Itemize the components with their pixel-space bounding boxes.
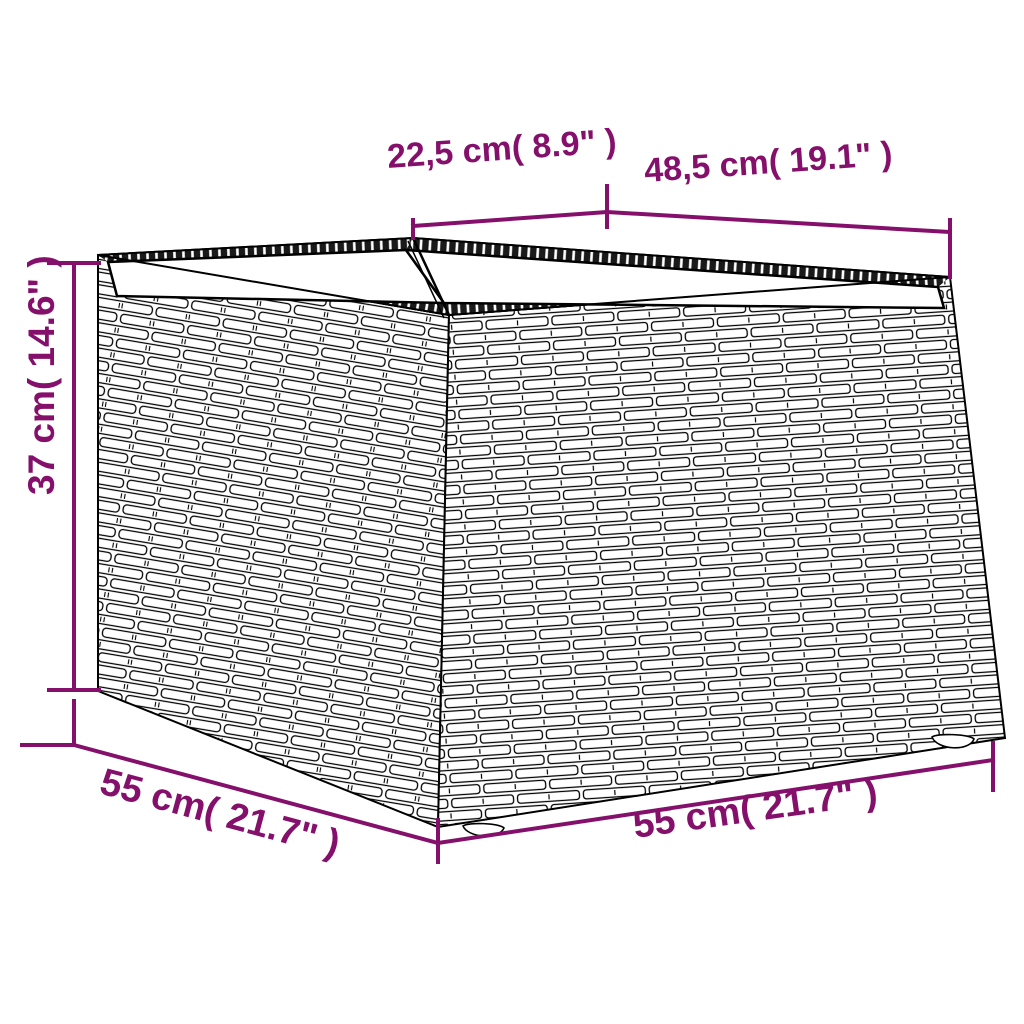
svg-text:37 cm( 14.6" ): 37 cm( 14.6" )	[21, 255, 62, 495]
